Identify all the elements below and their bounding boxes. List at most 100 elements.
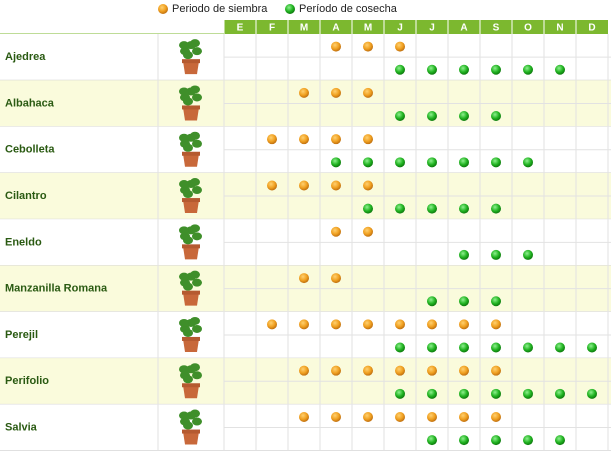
sowing-dot	[363, 180, 373, 191]
sowing-dot	[299, 411, 309, 422]
leaf	[190, 409, 200, 418]
harvest-dot	[523, 388, 533, 399]
harvest-dot	[523, 157, 533, 168]
sowing-dot	[459, 411, 469, 422]
pot	[183, 292, 199, 306]
pot	[183, 338, 199, 352]
harvest-dot	[491, 111, 501, 122]
harvest-dot	[459, 388, 469, 399]
harvest-dot	[363, 203, 373, 214]
plant-name: Eneldo	[5, 236, 42, 248]
leaf	[190, 131, 200, 140]
leaf	[190, 270, 200, 279]
plant-name: Cilantro	[5, 190, 47, 202]
pot-rim	[182, 244, 200, 249]
harvest-dot	[395, 157, 405, 168]
plant-icon	[179, 316, 202, 352]
month-label: N	[556, 23, 563, 34]
sowing-dot	[299, 180, 309, 191]
leaf	[179, 226, 189, 235]
leaf	[190, 85, 200, 94]
plant-icon	[179, 178, 202, 214]
sowing-dot	[299, 134, 309, 145]
plant-icon	[179, 363, 202, 399]
month-label: A	[332, 23, 339, 34]
sowing-dot	[395, 365, 405, 376]
pot-rim	[182, 336, 200, 341]
harvest-dot	[555, 388, 565, 399]
sowing-dot	[267, 180, 277, 191]
sowing-dot	[299, 319, 309, 330]
sowing-dot	[363, 134, 373, 145]
leaf	[183, 282, 193, 291]
harvest-dot	[491, 157, 501, 168]
plant-name: Perifolio	[5, 375, 49, 387]
leaf	[183, 375, 193, 384]
month-label: M	[300, 23, 308, 34]
harvest-dot	[427, 64, 437, 75]
leaf	[179, 272, 189, 281]
sowing-dot	[427, 411, 437, 422]
sowing-dot	[491, 319, 501, 330]
legend-sowing: Periodo de siembra	[172, 3, 268, 15]
harvest-dot	[523, 64, 533, 75]
leaf	[183, 51, 193, 60]
harvest-dot	[427, 388, 437, 399]
pot	[183, 385, 199, 399]
pot-rim	[182, 105, 200, 110]
plant-name: Salvia	[5, 421, 38, 433]
plant-icon	[179, 270, 202, 306]
month-label: E	[237, 23, 244, 34]
plant-name: Perejil	[5, 329, 38, 341]
plant-icon	[179, 131, 202, 167]
pot-rim	[182, 198, 200, 203]
plant-name: Cebolleta	[5, 144, 55, 156]
harvest-dot	[427, 111, 437, 122]
pot	[183, 246, 199, 260]
sowing-dot	[363, 365, 373, 376]
harvest-dot	[459, 203, 469, 214]
sowing-dot	[363, 319, 373, 330]
sowing-dot	[299, 365, 309, 376]
sowing-dot	[427, 365, 437, 376]
harvest-dot	[587, 388, 597, 399]
harvest-dot	[427, 342, 437, 353]
leaf	[179, 133, 189, 142]
leaf	[190, 316, 200, 325]
harvest-dot	[459, 249, 469, 260]
sowing-dot	[299, 273, 309, 284]
plant-name: Manzanilla Romana	[5, 283, 108, 295]
harvest-dot	[459, 296, 469, 307]
plant-icon	[179, 39, 202, 75]
sowing-dot	[331, 41, 341, 52]
sowing-dot	[363, 87, 373, 98]
sowing-dot	[267, 319, 277, 330]
sowing-dot	[395, 411, 405, 422]
harvest-dot	[491, 342, 501, 353]
sowing-dot	[459, 365, 469, 376]
sowing-dot	[395, 41, 405, 52]
leaf	[192, 186, 202, 195]
leaf	[179, 411, 189, 420]
sowing-dot	[299, 87, 309, 98]
harvest-dot	[395, 388, 405, 399]
harvest-dot	[459, 342, 469, 353]
harvest-dot	[555, 342, 565, 353]
leaf	[192, 47, 202, 56]
leaf	[192, 93, 202, 102]
month-label: M	[364, 23, 372, 34]
harvest-dot	[491, 249, 501, 260]
sowing-dot	[331, 365, 341, 376]
pot	[183, 200, 199, 214]
leaf	[183, 97, 193, 106]
month-label: J	[429, 23, 435, 34]
leaf	[183, 236, 193, 245]
harvest-dot	[491, 388, 501, 399]
sowing-dot	[331, 180, 341, 191]
harvest-dot	[427, 296, 437, 307]
leaf	[190, 363, 200, 372]
leaf	[192, 417, 202, 426]
leaf	[179, 87, 189, 96]
pot-rim	[182, 383, 200, 388]
